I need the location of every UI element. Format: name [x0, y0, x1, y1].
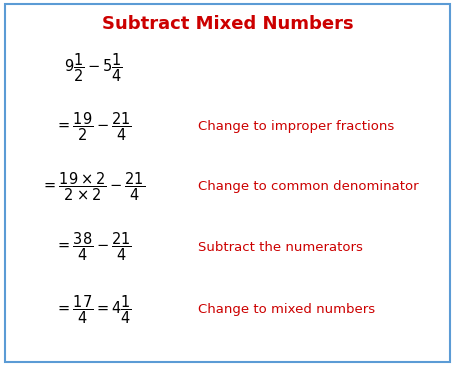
- Text: Change to common denominator: Change to common denominator: [198, 180, 419, 193]
- Text: $=\dfrac{19\times2}{2\times2}-\dfrac{21}{4}$: $=\dfrac{19\times2}{2\times2}-\dfrac{21}…: [41, 171, 146, 203]
- Text: Subtract Mixed Numbers: Subtract Mixed Numbers: [101, 15, 354, 33]
- Text: $=\dfrac{38}{4}-\dfrac{21}{4}$: $=\dfrac{38}{4}-\dfrac{21}{4}$: [55, 231, 132, 263]
- Text: Change to mixed numbers: Change to mixed numbers: [198, 303, 375, 316]
- Text: $9\dfrac{1}{2}-5\dfrac{1}{4}$: $9\dfrac{1}{2}-5\dfrac{1}{4}$: [64, 52, 123, 84]
- Text: $=\dfrac{19}{2}-\dfrac{21}{4}$: $=\dfrac{19}{2}-\dfrac{21}{4}$: [55, 110, 132, 142]
- Text: Change to improper fractions: Change to improper fractions: [198, 120, 394, 133]
- Text: Subtract the numerators: Subtract the numerators: [198, 240, 363, 254]
- FancyBboxPatch shape: [5, 4, 450, 362]
- Text: $=\dfrac{17}{4}=4\dfrac{1}{4}$: $=\dfrac{17}{4}=4\dfrac{1}{4}$: [55, 293, 132, 325]
